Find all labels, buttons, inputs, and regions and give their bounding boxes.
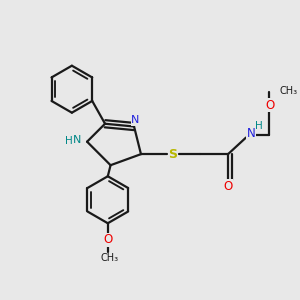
Text: H: H (255, 121, 263, 131)
Text: S: S (168, 148, 177, 160)
Text: CH₃: CH₃ (101, 253, 119, 263)
Text: N: N (131, 116, 140, 125)
Text: N: N (247, 127, 255, 140)
Text: H: H (65, 136, 72, 146)
Text: O: O (266, 99, 275, 112)
Text: CH₃: CH₃ (280, 85, 298, 96)
Text: O: O (224, 180, 232, 193)
Text: O: O (103, 233, 112, 246)
Text: N: N (73, 135, 82, 145)
